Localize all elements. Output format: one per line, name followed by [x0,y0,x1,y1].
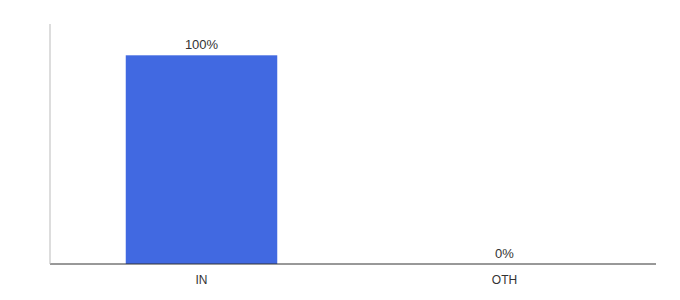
data-label: 100% [185,37,219,52]
chart-svg: 100% 0% IN OTH [0,0,680,300]
y-axis-line [50,24,51,264]
x-axis-line [50,264,656,265]
chart-container: 100% 0% IN OTH [0,0,680,300]
x-tick-label: OTH [492,273,517,287]
x-tick-label: IN [196,273,208,287]
bar [126,55,278,264]
bars [126,55,278,264]
data-label: 0% [495,246,514,261]
